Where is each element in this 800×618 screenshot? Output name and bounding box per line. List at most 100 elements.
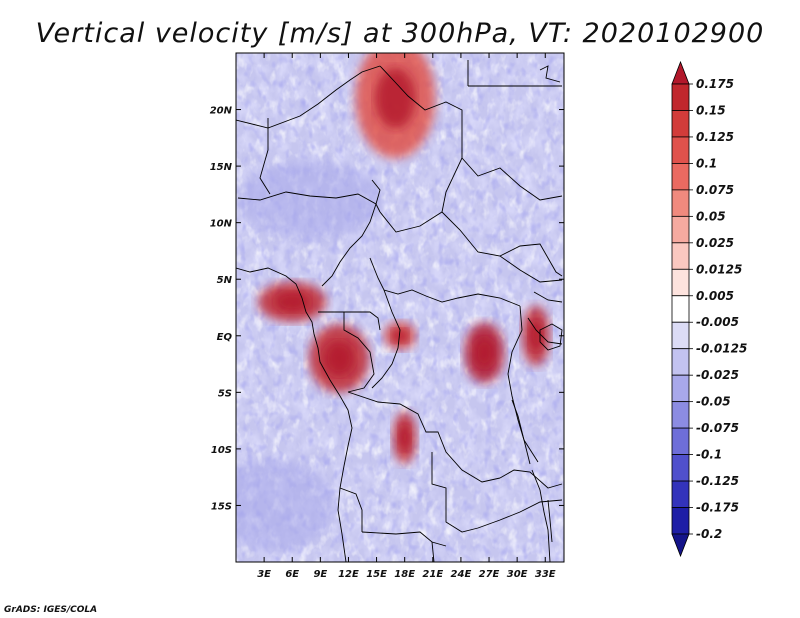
- y-tick-label: 15S: [211, 501, 232, 512]
- plot-frame: [235, 52, 565, 563]
- colorbar-segment: [671, 507, 690, 535]
- x-tick-label: 27E: [479, 569, 500, 580]
- x-tick-label: 15E: [366, 569, 387, 580]
- colorbar-label: 0.005: [696, 289, 734, 303]
- colorbar-segment: [671, 295, 690, 323]
- colorbar-segment: [671, 321, 690, 350]
- colorbar-segment: [671, 242, 690, 270]
- plot-area: 3E 6E 9E 12E 15E 18E 21E 24E 27E 30E 33E 20N 15N 10N…: [210, 52, 565, 580]
- border-car-south: [369, 257, 521, 307]
- x-tick-label: 6E: [285, 569, 299, 580]
- feature-8: [240, 160, 381, 241]
- colorbar-label: -0.005: [696, 315, 739, 329]
- y-tick-label: 10N: [210, 219, 233, 230]
- x-tick-label: 12E: [338, 569, 359, 580]
- colorbar-label: -0.0125: [696, 342, 747, 356]
- x-tick-label: 30E: [507, 569, 528, 580]
- colorbar-label: -0.025: [696, 368, 739, 382]
- colorbar-label: 0.175: [696, 77, 734, 91]
- colorbar-max-arrow: [671, 60, 690, 85]
- colorbar-label: 0.075: [696, 183, 734, 197]
- border-mali-niger: [259, 118, 271, 195]
- colorbar-segment: [671, 268, 690, 297]
- border-angola-zambia: [431, 452, 563, 533]
- colorbar-segment: [671, 215, 690, 244]
- coastline-west: [236, 267, 353, 562]
- feature-1: [309, 324, 370, 393]
- colorbar-label: -0.05: [696, 395, 731, 409]
- grads-credit: GrADS: IGES/COLA: [4, 605, 97, 615]
- border-namibia-botswana: [431, 541, 435, 562]
- y-tick-label: 15N: [210, 162, 233, 173]
- colorbar-segment: [671, 401, 690, 429]
- border-mozambique: [531, 469, 551, 562]
- border-angola-south: [361, 531, 447, 547]
- colorbar-segment: [671, 427, 690, 455]
- x-tick-label: 18E: [394, 569, 415, 580]
- feature-6: [521, 305, 550, 366]
- colorbar-segment: [671, 163, 690, 191]
- nile-red-sea: [539, 65, 561, 83]
- feature-7: [236, 459, 334, 552]
- colorbar-label: -0.125: [696, 474, 739, 488]
- colorbar-segment: [671, 83, 690, 111]
- colorbar-segment: [671, 189, 690, 217]
- x-tick-label: 3E: [257, 569, 271, 580]
- border-angola-drc: [347, 391, 501, 483]
- lake-tanganyika: [511, 399, 531, 465]
- border-cameroon-gabon: [318, 311, 381, 331]
- colorbar-label: -0.1: [696, 448, 722, 462]
- x-tick-label: 33E: [535, 569, 556, 580]
- y-tick-label: 10S: [211, 445, 232, 456]
- x-tick-label: 9E: [313, 569, 327, 580]
- border-congo-drc: [371, 289, 401, 389]
- border-sahel-1: [236, 65, 381, 129]
- border-car-north: [379, 211, 563, 283]
- border-south-sudan: [499, 243, 563, 277]
- x-tick-label: 24E: [451, 569, 472, 580]
- x-tick-label: 21E: [422, 569, 443, 580]
- colorbar-label: -0.175: [696, 501, 739, 515]
- feature-0: [258, 281, 327, 322]
- border-chad-cameroon: [321, 203, 377, 287]
- colorbar-label: 0.125: [696, 130, 734, 144]
- border-lake-malawi: [547, 499, 553, 543]
- border-niger-nigeria: [237, 191, 381, 213]
- lake-victoria: [539, 323, 563, 351]
- border-lake-chad: [371, 179, 381, 205]
- colorbar-min-arrow: [671, 533, 690, 558]
- border-libya-sudan: [379, 65, 463, 213]
- border-chad-sudan: [461, 157, 563, 201]
- colorbar-segment: [671, 110, 690, 138]
- ascent-regions: [236, 53, 550, 552]
- colorbar-label: 0.05: [696, 209, 726, 223]
- feature-5: [355, 53, 436, 159]
- feature-2: [384, 321, 416, 350]
- colorbar-label: 0.025: [696, 236, 734, 250]
- feature-3: [464, 322, 505, 383]
- border-tanzania-north: [533, 291, 563, 303]
- chart-title: Vertical velocity [m/s] at 300hPa, VT: 2…: [36, 18, 765, 49]
- colorbar-segment: [671, 348, 690, 376]
- country-borders: [236, 60, 563, 562]
- feature-4: [392, 411, 417, 464]
- y-tick-label: 20N: [210, 106, 233, 117]
- colorbar: 0.175 0.15 0.125 0.1 0.075 0.05 0.025 0.0125 0.0…: [671, 60, 747, 558]
- colorbar-label: -0.2: [696, 527, 722, 541]
- border-namibia-angola-west: [339, 487, 363, 532]
- y-tick-label: 5N: [217, 275, 233, 286]
- border-gabon-congo: [343, 312, 375, 393]
- border-uganda: [527, 317, 563, 345]
- y-tick-label: 5S: [218, 388, 232, 399]
- y-tick-label: EQ: [217, 332, 233, 343]
- colorbar-segment: [671, 374, 690, 403]
- x-axis: 3E 6E 9E 12E 15E 18E 21E 24E 27E 30E 33E: [257, 53, 556, 580]
- colorbar-label: 0.0125: [696, 262, 742, 276]
- colorbar-label: 0.15: [696, 103, 726, 117]
- colorbar-segment: [671, 480, 690, 508]
- y-axis: 20N 15N 10N 5N EQ 5S 10S 15S: [210, 106, 564, 512]
- colorbar-label: -0.075: [696, 421, 739, 435]
- border-zambia-mozambique: [499, 469, 563, 489]
- colorbar-label: 0.1: [696, 156, 717, 170]
